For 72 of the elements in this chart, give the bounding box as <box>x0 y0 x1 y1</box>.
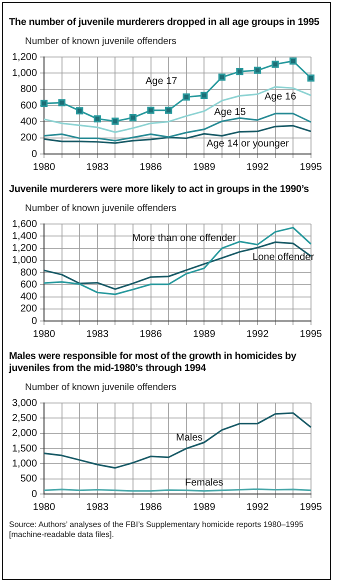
y-tick-label: 3,000 <box>12 398 38 409</box>
point <box>307 74 314 82</box>
y-tick-label: 0 <box>31 488 38 500</box>
y-tick-label: 200 <box>20 304 38 315</box>
y-tick-label: 1,200 <box>12 52 38 63</box>
y-axis-title: Number of known juvenile offenders <box>25 36 178 47</box>
y-tick-label: 1,400 <box>12 230 38 242</box>
x-tick-label: 1989 <box>193 162 216 173</box>
y-tick-label: 2,000 <box>12 428 38 440</box>
y-tick-label: 400 <box>20 292 38 302</box>
y-tick-label: 500 <box>20 474 38 485</box>
x-tick-label: 1983 <box>86 162 109 173</box>
x-tick-label: 1995 <box>300 328 322 340</box>
y-tick-label: 1,000 <box>12 255 38 266</box>
x-tick-label: 1980 <box>32 162 56 173</box>
point <box>40 100 48 108</box>
x-tick-label: 1980 <box>32 328 56 340</box>
y-tick-label: 2,500 <box>12 412 38 424</box>
y-tick-label: 1,600 <box>12 218 38 230</box>
point <box>58 99 66 106</box>
series-label: Age 17 <box>145 76 178 87</box>
x-tick-label: 1980 <box>32 502 56 513</box>
point <box>200 92 208 99</box>
x-tick-label: 1986 <box>140 328 162 340</box>
point <box>112 118 119 125</box>
y-tick-label: 800 <box>20 84 38 96</box>
chart-title: The number of juvenile murderers dropped in all age groups in 1995 <box>9 17 320 29</box>
point <box>272 60 279 68</box>
series-label: Age 15 <box>214 107 246 118</box>
x-tick-label: 1992 <box>246 502 270 513</box>
y-tick-label: 200 <box>20 132 38 144</box>
series-label: More than one offender <box>132 233 237 244</box>
y-axis-title: Number of known juvenile offenders <box>25 203 178 214</box>
x-tick-label: 1995 <box>300 162 322 173</box>
point <box>147 106 154 114</box>
y-tick-label: 400 <box>20 116 38 128</box>
point <box>254 66 262 74</box>
y-tick-label: 1,500 <box>12 443 38 454</box>
x-tick-label: 1986 <box>140 502 162 513</box>
x-tick-label: 1992 <box>246 162 270 173</box>
x-tick-label: 1983 <box>86 328 109 340</box>
y-tick-label: 600 <box>20 279 38 290</box>
x-tick-label: 1992 <box>246 328 270 340</box>
point <box>164 106 172 114</box>
y-tick-label: 0 <box>31 316 38 327</box>
series-label: Lone offender <box>252 252 315 263</box>
point <box>290 57 297 65</box>
point <box>218 74 226 81</box>
y-axis-title: Number of known juvenile offenders <box>25 382 178 393</box>
point <box>182 93 190 101</box>
point <box>94 115 101 122</box>
point <box>129 114 137 122</box>
y-tick-label: 1,000 <box>12 68 38 79</box>
x-tick-label: 1989 <box>193 328 216 340</box>
x-tick-label: 1986 <box>140 162 162 173</box>
y-tick-label: 0 <box>31 148 38 160</box>
y-tick-label: 800 <box>20 267 38 278</box>
y-tick-label: 1,200 <box>12 243 38 254</box>
series-label: Age 16 <box>264 92 297 103</box>
point <box>76 107 84 114</box>
chart-title: Juvenile murderers were more likely to act in groups in the 1990’s <box>9 184 310 196</box>
source-note: Source: Authors’ analyses of the FBI’s Supplementary homicide reports 1980–1995 [machine-readable data files]. <box>9 520 304 540</box>
y-tick-label: 1,000 <box>12 458 38 470</box>
x-tick-label: 1995 <box>300 502 322 513</box>
series-label: Age 14 or younger <box>206 138 290 150</box>
x-tick-label: 1989 <box>193 502 216 513</box>
series-label: Females <box>184 478 224 489</box>
chart-title: Males were responsible for most of the growth in homicides by juveniles from the mid-1980’s through 1994 <box>9 351 298 375</box>
series-label: Males <box>176 432 203 444</box>
point <box>236 68 244 76</box>
x-tick-label: 1983 <box>86 502 109 513</box>
y-tick-label: 600 <box>20 100 38 112</box>
